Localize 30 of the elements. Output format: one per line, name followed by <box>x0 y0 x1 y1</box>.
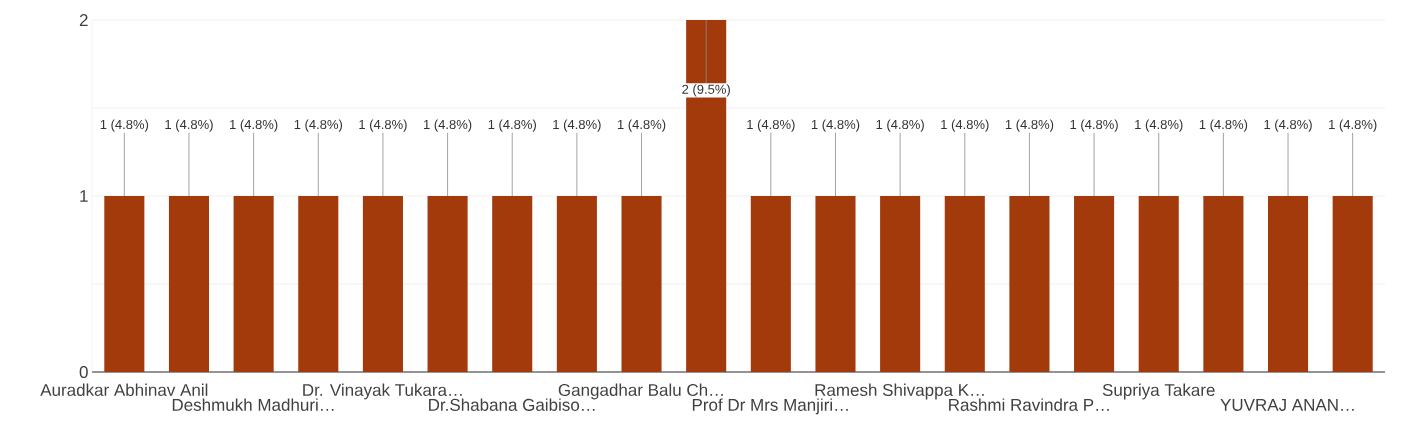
data-label: 1 (4.8%) <box>1264 119 1312 132</box>
x-tick-label: Rashmi Ravindra P… <box>949 398 1109 411</box>
x-tick-label: Deshmukh Madhuri… <box>172 398 334 411</box>
data-label: 1 (4.8%) <box>1199 119 1248 132</box>
data-label: 1 (4.8%) <box>553 119 601 132</box>
data-label: 1 (4.8%) <box>617 119 666 132</box>
data-label: 1 (4.8%) <box>424 119 472 132</box>
data-label: 1 (4.8%) <box>100 119 149 132</box>
data-label: 1 (4.8%) <box>1135 119 1183 132</box>
y-tick-label: 0 <box>79 365 88 379</box>
data-label: 1 (4.8%) <box>941 119 989 132</box>
data-label: 1 (4.8%) <box>230 119 278 132</box>
x-tick-label: YUVRAJ ANAN… <box>1220 399 1354 411</box>
x-tick-label: Supriya Takare <box>1102 383 1215 400</box>
x-tick-label: Auradkar Abhinav Anil <box>40 383 208 397</box>
data-label: 1 (4.8%) <box>1005 119 1054 132</box>
x-tick-label: Prof Dr Mrs Manjiri… <box>692 398 848 415</box>
data-label: 1 (4.8%) <box>488 119 536 132</box>
data-label: 1 (4.8%) <box>294 119 343 132</box>
data-label: 1 (4.8%) <box>747 119 795 132</box>
data-label: 1 (4.8%) <box>359 119 407 132</box>
data-label: 1 (4.8%) <box>1329 119 1377 132</box>
x-tick-label: Dr.Shabana Gaibiso… <box>429 398 595 411</box>
y-tick-label: 2 <box>79 14 88 26</box>
y-tick-label: 1 <box>80 190 88 202</box>
data-label: 2 (9.5%) <box>682 84 730 97</box>
data-label: 1 (4.8%) <box>876 119 924 132</box>
data-label: 1 (4.8%) <box>1070 119 1118 132</box>
data-label: 1 (4.8%) <box>165 119 213 132</box>
data-label: 1 (4.8%) <box>811 119 860 132</box>
